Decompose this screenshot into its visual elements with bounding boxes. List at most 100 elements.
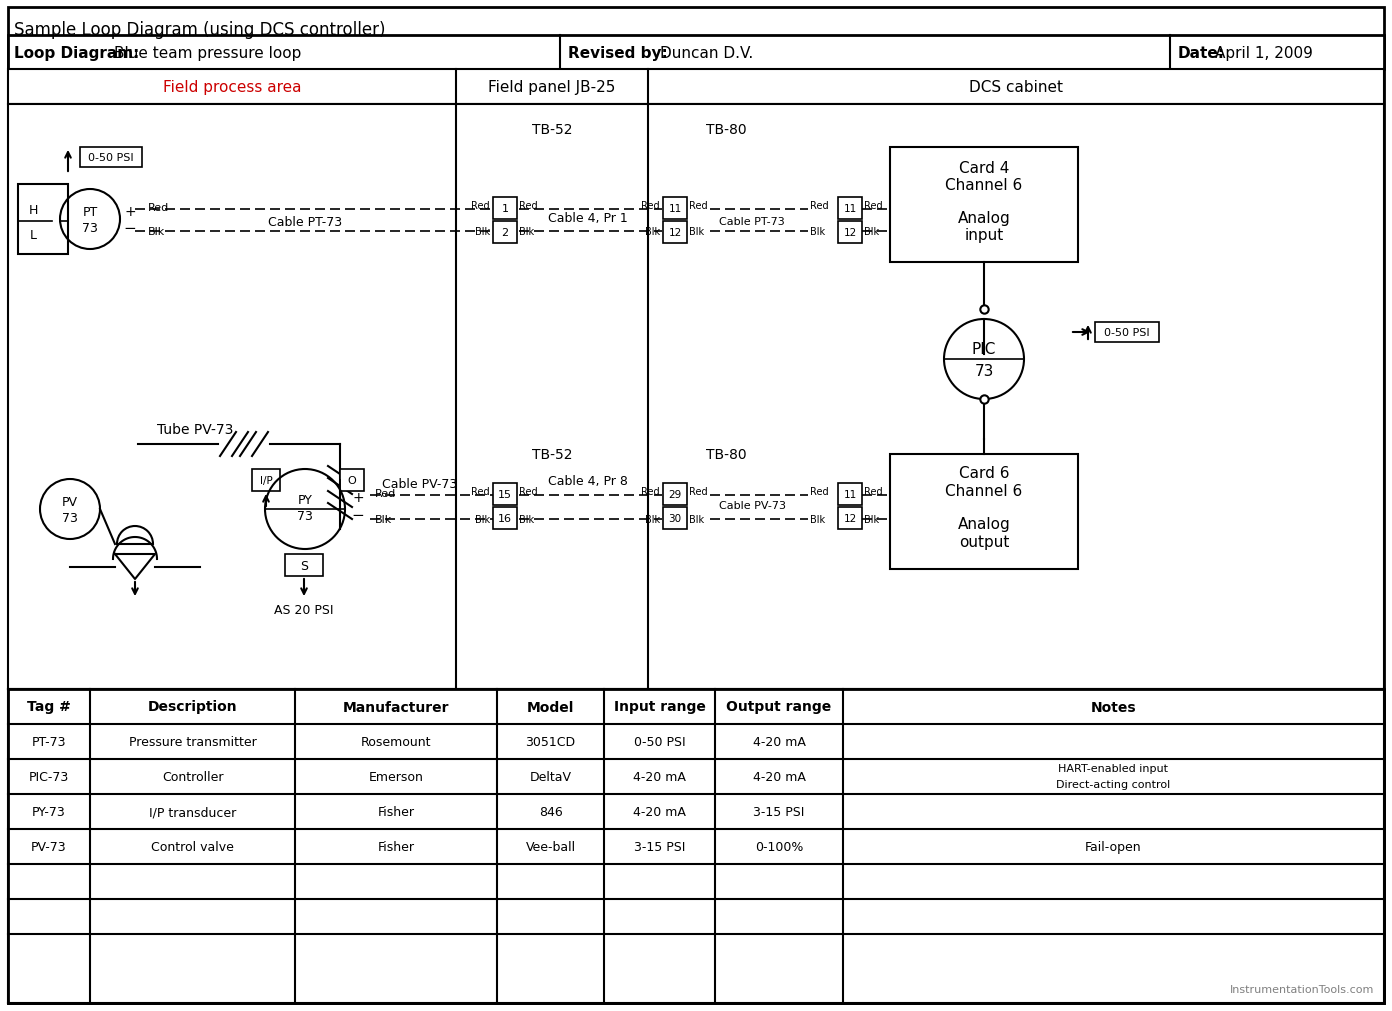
Text: 3051CD: 3051CD xyxy=(525,735,575,748)
Text: −: − xyxy=(124,220,136,236)
Text: I/P: I/P xyxy=(260,475,273,485)
Text: PIC: PIC xyxy=(972,342,997,357)
Text: DCS cabinet: DCS cabinet xyxy=(969,80,1063,94)
Text: 0-50 PSI: 0-50 PSI xyxy=(88,153,134,163)
Text: Tube PV-73: Tube PV-73 xyxy=(157,423,234,437)
Text: PY-73: PY-73 xyxy=(32,805,65,818)
Text: Input range: Input range xyxy=(614,700,706,714)
Text: Description: Description xyxy=(148,700,237,714)
Text: Cable PV-73: Cable PV-73 xyxy=(718,500,785,511)
Text: 4-20 mA: 4-20 mA xyxy=(633,770,686,784)
Text: Model: Model xyxy=(526,700,574,714)
Text: L: L xyxy=(29,228,36,242)
Text: Card 6: Card 6 xyxy=(959,466,1009,481)
Text: 1: 1 xyxy=(501,204,508,213)
Text: April 1, 2009: April 1, 2009 xyxy=(1215,45,1313,61)
Text: Red: Red xyxy=(689,486,707,496)
Text: Field panel JB-25: Field panel JB-25 xyxy=(489,80,615,94)
Bar xyxy=(838,221,862,244)
Text: Vee-ball: Vee-ball xyxy=(525,840,575,853)
Text: Red: Red xyxy=(810,486,828,496)
Text: Notes: Notes xyxy=(1091,700,1136,714)
Text: −: − xyxy=(352,508,365,523)
Text: input: input xyxy=(965,227,1004,243)
Bar xyxy=(493,483,516,506)
Text: AS 20 PSI: AS 20 PSI xyxy=(274,603,334,616)
Bar xyxy=(493,198,516,219)
Text: Analog: Analog xyxy=(958,517,1011,532)
Text: Red: Red xyxy=(864,486,883,496)
Text: Channel 6: Channel 6 xyxy=(945,177,1023,192)
Text: Control valve: Control valve xyxy=(152,840,234,853)
Text: Blk: Blk xyxy=(374,515,393,525)
Text: Cable PT-73: Cable PT-73 xyxy=(267,215,342,228)
Text: Tag #: Tag # xyxy=(26,700,71,714)
Bar xyxy=(18,185,68,255)
Text: HART-enabled input: HART-enabled input xyxy=(1058,763,1168,773)
Text: InstrumentationTools.com: InstrumentationTools.com xyxy=(1229,984,1374,994)
Text: 73: 73 xyxy=(82,221,97,235)
Text: Blk: Blk xyxy=(519,226,535,237)
Text: Blk: Blk xyxy=(864,226,880,237)
Bar xyxy=(663,483,688,506)
Bar xyxy=(838,508,862,530)
Text: 15: 15 xyxy=(498,489,512,499)
Text: Field process area: Field process area xyxy=(163,80,301,94)
Text: 73: 73 xyxy=(974,364,994,379)
Text: DeltaV: DeltaV xyxy=(529,770,572,784)
Bar xyxy=(838,483,862,506)
Text: 3-15 PSI: 3-15 PSI xyxy=(753,805,805,818)
Bar xyxy=(889,455,1077,569)
Text: PT-73: PT-73 xyxy=(32,735,67,748)
Text: Red: Red xyxy=(472,201,490,210)
Text: Blk: Blk xyxy=(475,226,490,237)
Text: Blk: Blk xyxy=(810,515,825,525)
Bar xyxy=(8,70,1384,105)
Text: Red: Red xyxy=(689,201,707,210)
Text: +: + xyxy=(352,490,363,504)
Text: 0-50 PSI: 0-50 PSI xyxy=(1104,328,1150,338)
Text: Revised by:: Revised by: xyxy=(568,45,668,61)
Text: PY: PY xyxy=(298,493,312,506)
Bar xyxy=(663,198,688,219)
Text: Direct-acting control: Direct-acting control xyxy=(1057,779,1171,790)
Text: Analog: Analog xyxy=(958,210,1011,225)
Text: Blk: Blk xyxy=(689,515,704,525)
Text: 3-15 PSI: 3-15 PSI xyxy=(633,840,685,853)
Text: Controller: Controller xyxy=(161,770,223,784)
Text: PV-73: PV-73 xyxy=(31,840,67,853)
Text: Blk: Blk xyxy=(810,226,825,237)
Text: Red: Red xyxy=(642,486,660,496)
Text: 11: 11 xyxy=(844,204,856,213)
Text: 73: 73 xyxy=(63,511,78,524)
Text: Red: Red xyxy=(148,203,170,212)
Bar xyxy=(8,36,1384,70)
Bar xyxy=(493,221,516,244)
Text: 11: 11 xyxy=(844,489,856,499)
Text: Blk: Blk xyxy=(519,515,535,525)
Text: 0-100%: 0-100% xyxy=(754,840,803,853)
Text: Fisher: Fisher xyxy=(377,840,415,853)
Text: +: + xyxy=(124,205,136,218)
Text: 4-20 mA: 4-20 mA xyxy=(753,770,806,784)
Text: Date:: Date: xyxy=(1178,45,1225,61)
Text: Emerson: Emerson xyxy=(369,770,423,784)
Text: output: output xyxy=(959,534,1009,549)
Text: 11: 11 xyxy=(668,204,682,213)
Bar xyxy=(285,554,323,576)
Bar xyxy=(8,690,1384,1003)
Text: Loop Diagram:: Loop Diagram: xyxy=(14,45,139,61)
Bar xyxy=(252,469,280,491)
Text: 30: 30 xyxy=(668,514,682,524)
Text: 12: 12 xyxy=(844,227,856,238)
Bar xyxy=(340,469,363,491)
Text: Blk: Blk xyxy=(689,226,704,237)
Text: Blk: Blk xyxy=(644,515,660,525)
Text: TB-80: TB-80 xyxy=(706,123,746,136)
Text: PT: PT xyxy=(82,205,97,218)
Text: Red: Red xyxy=(374,488,397,498)
Text: 29: 29 xyxy=(668,489,682,499)
Text: Duncan D.V.: Duncan D.V. xyxy=(660,45,753,61)
Bar xyxy=(838,198,862,219)
Text: 12: 12 xyxy=(844,514,856,524)
